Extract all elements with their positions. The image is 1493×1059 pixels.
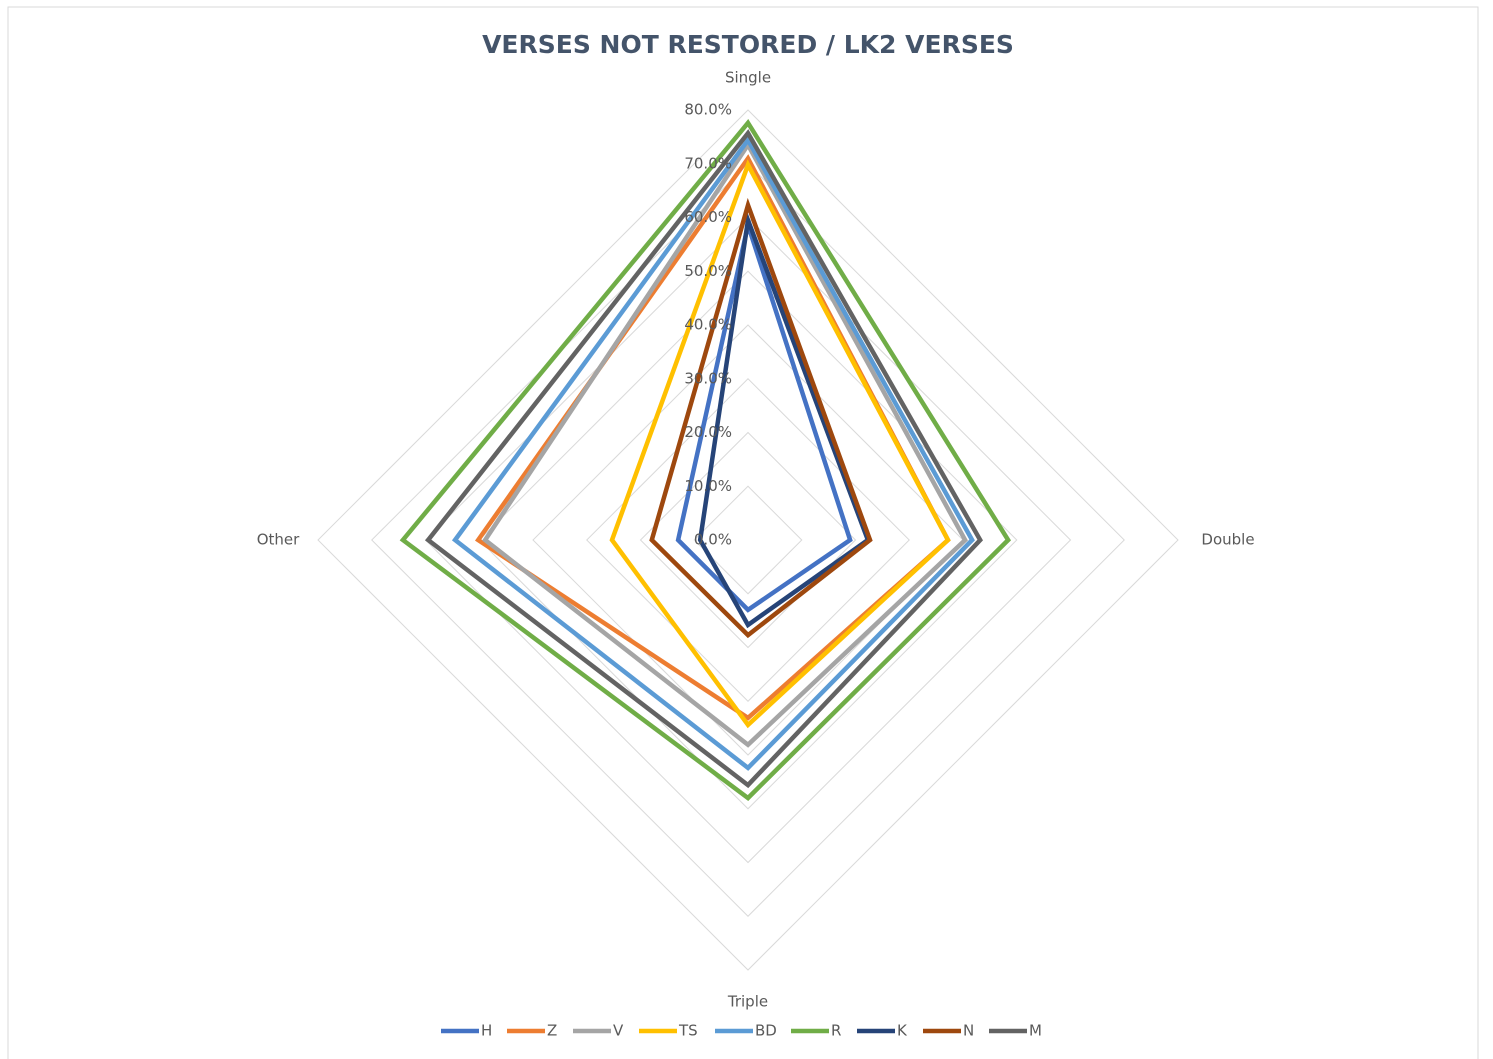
series-line — [399, 119, 1012, 801]
axis-tick-label: 60.0% — [684, 208, 732, 226]
series-line — [649, 197, 873, 639]
axis-tick-label: 0.0% — [694, 531, 732, 549]
category-label: Other — [257, 531, 300, 549]
axis-tick-label: 10.0% — [684, 477, 732, 495]
series-line — [609, 159, 951, 729]
grid-line — [639, 431, 857, 649]
legend-label: R — [831, 1022, 841, 1040]
series-line — [697, 211, 871, 629]
category-label: Single — [725, 69, 771, 87]
legend-label: Z — [547, 1022, 557, 1040]
legend-label: H — [481, 1022, 492, 1040]
legend-label: BD — [755, 1022, 777, 1040]
axis-tick-label: 30.0% — [684, 369, 732, 387]
axis-tick-label: 80.0% — [684, 101, 732, 119]
grid-line — [586, 378, 910, 702]
grid-line — [532, 324, 964, 756]
axis-tick-label: 40.0% — [684, 316, 732, 334]
grid-line — [693, 485, 803, 595]
series-line — [482, 140, 968, 748]
series-line — [675, 216, 853, 613]
chart-title: VERSES NOT RESTORED / LK2 VERSES — [482, 30, 1014, 59]
legend-label: K — [897, 1022, 908, 1040]
category-label: Triple — [727, 993, 768, 1011]
legend-label: M — [1029, 1022, 1042, 1040]
axis-tick-label: 50.0% — [684, 262, 732, 280]
legend-label: TS — [678, 1022, 698, 1040]
axis-tick-label: 20.0% — [684, 423, 732, 441]
grid-line — [371, 163, 1125, 917]
category-label: Double — [1201, 531, 1254, 549]
grid-line — [317, 109, 1179, 971]
legend-label: N — [963, 1022, 974, 1040]
axis-tick-label: 70.0% — [684, 154, 732, 172]
legend-label: V — [613, 1022, 624, 1040]
series-line — [425, 129, 983, 789]
series-line — [451, 135, 975, 771]
